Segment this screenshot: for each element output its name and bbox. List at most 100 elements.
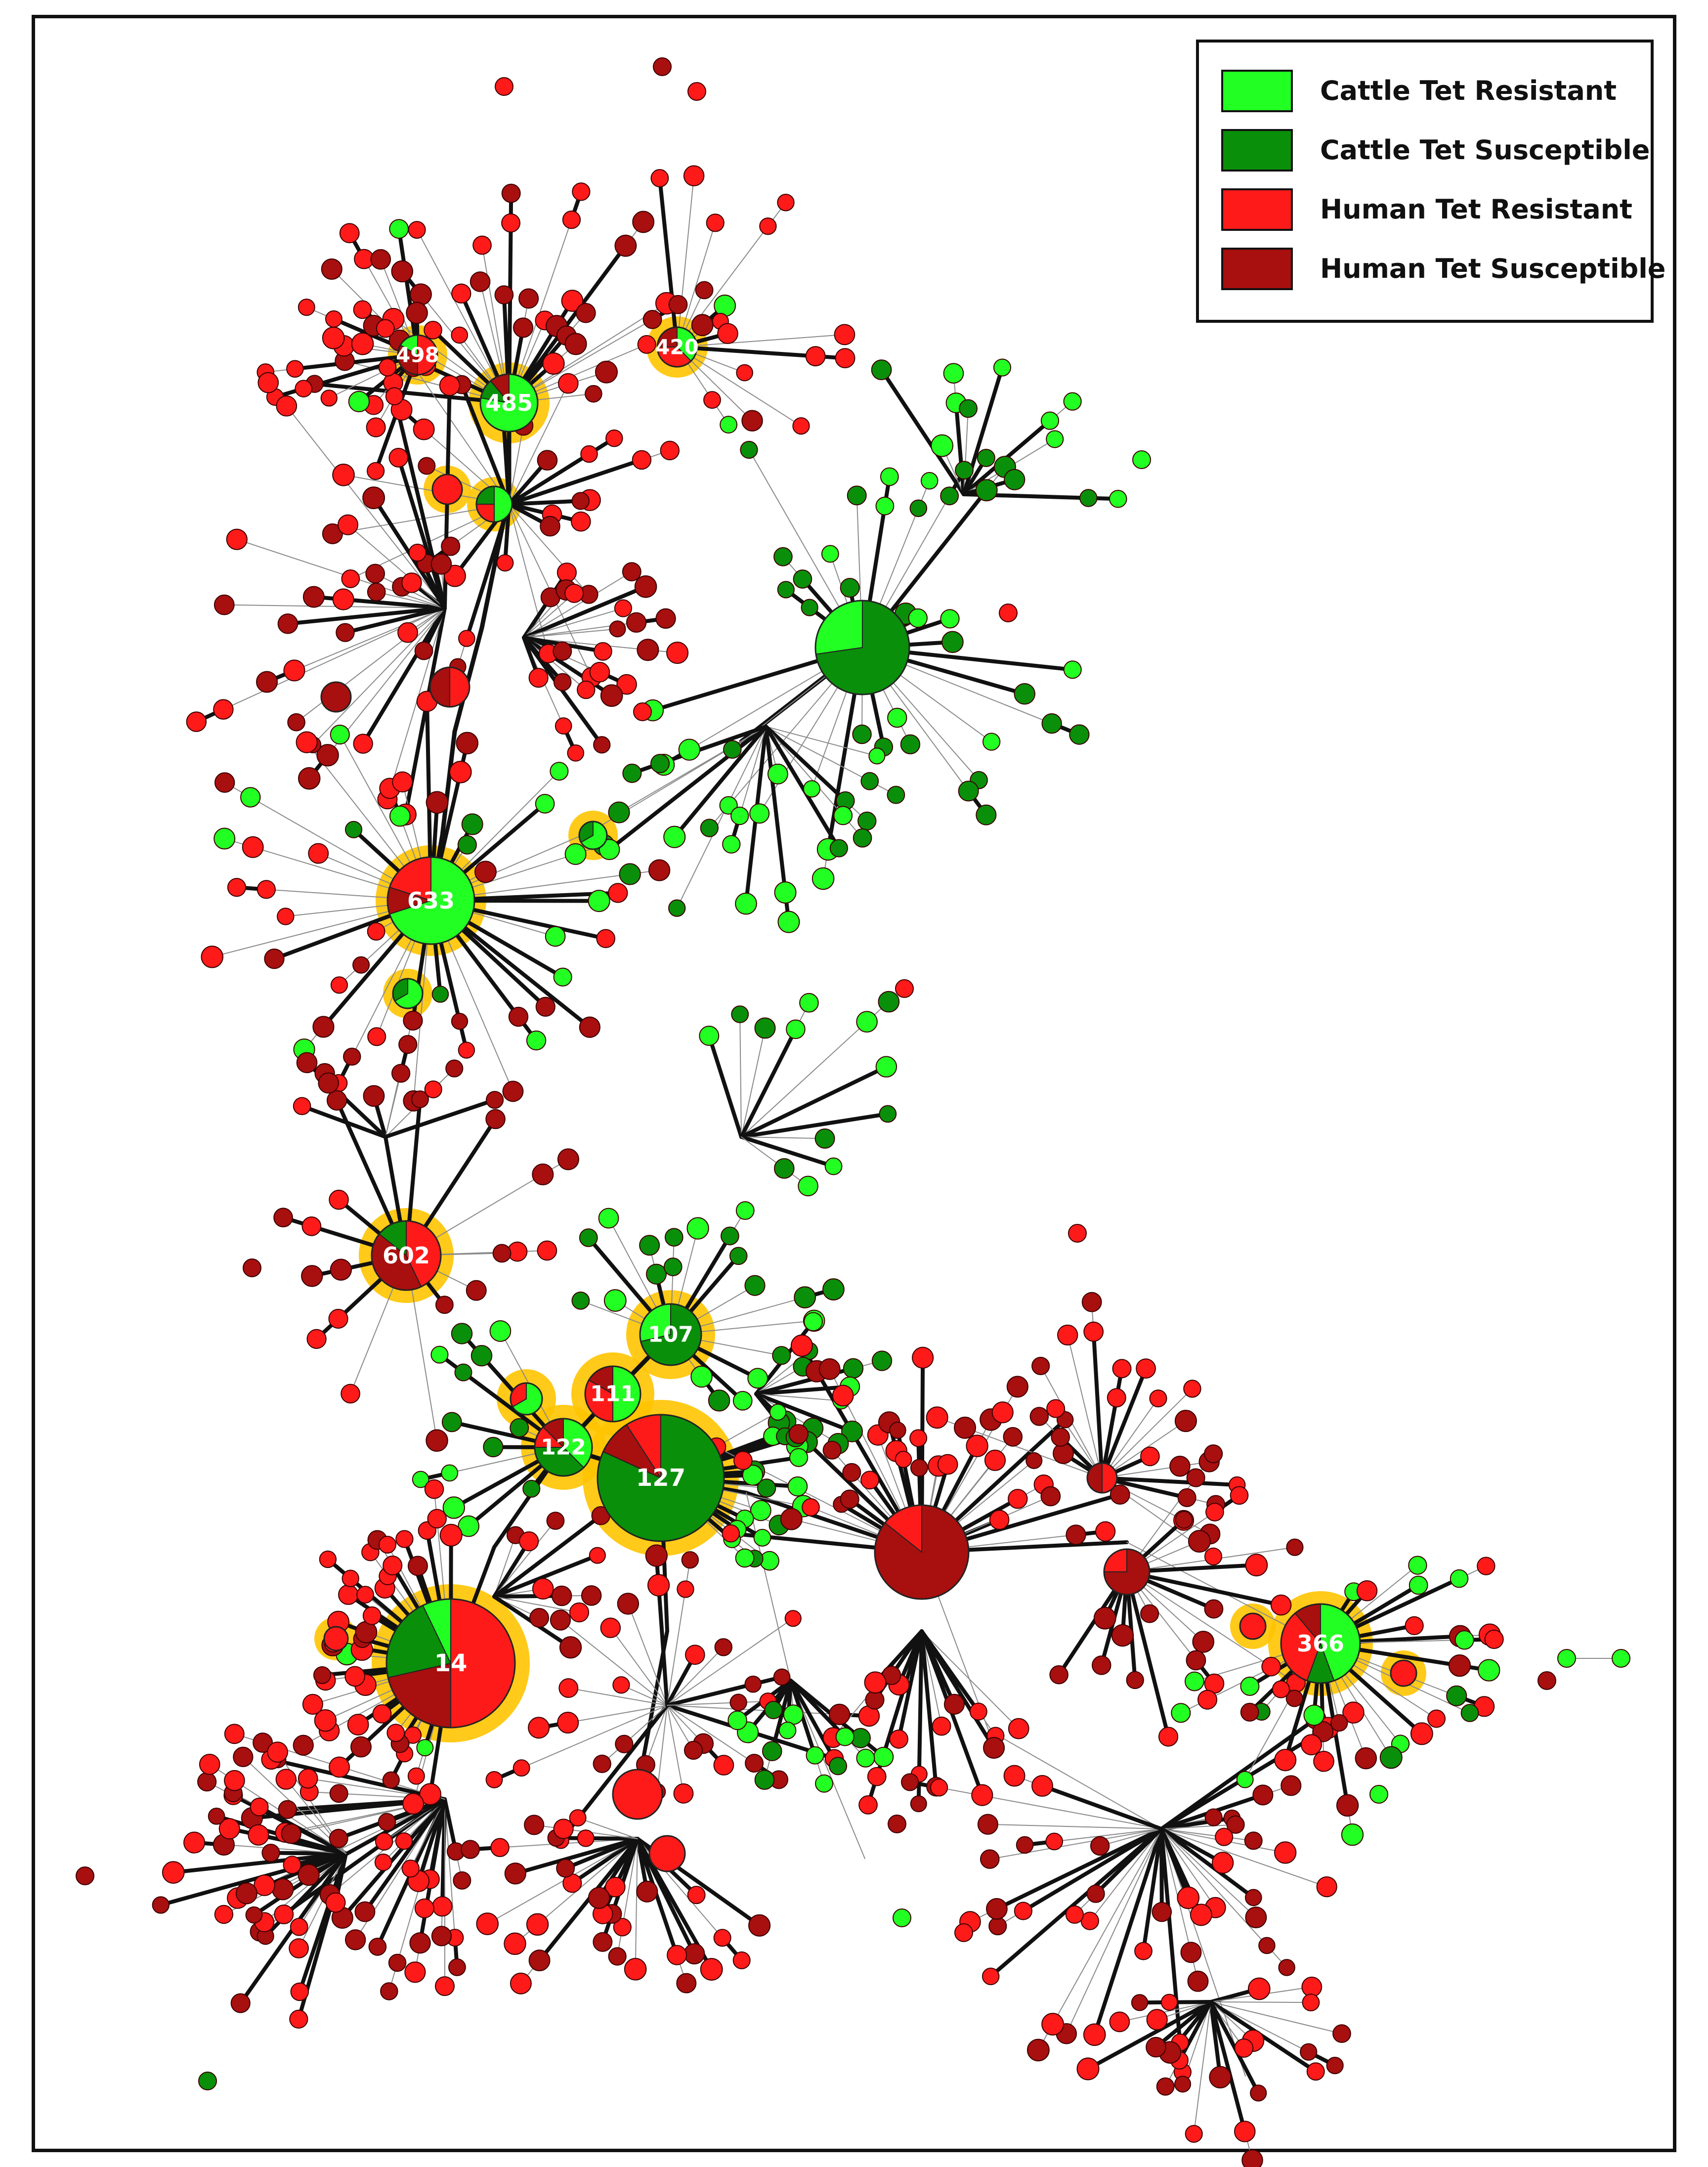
isolate-node: [762, 1741, 782, 1762]
cluster-node-outline: [510, 1382, 543, 1416]
isolate-node: [575, 303, 596, 323]
isolate-node: [1014, 683, 1035, 705]
isolate-node: [1183, 1380, 1201, 1398]
isolate-node: [605, 429, 623, 447]
isolate-node: [458, 1041, 475, 1059]
isolate-node: [653, 57, 672, 76]
isolate-node: [218, 1818, 240, 1840]
isolate-node: [553, 967, 572, 987]
legend-label: Human Tet Susceptible: [1320, 253, 1666, 284]
tree-edge: [764, 725, 848, 803]
isolate-node: [1240, 1676, 1260, 1696]
cluster-node-outline: [639, 1303, 702, 1366]
tree-edge: [312, 607, 445, 745]
isolate-node: [275, 1769, 297, 1790]
isolate-node: [666, 642, 689, 664]
tree-edge: [537, 1838, 638, 1925]
isolate-node: [319, 1550, 337, 1568]
isolate-node: [731, 1005, 749, 1023]
isolate-node: [1186, 1650, 1206, 1671]
isolate-node: [199, 1753, 220, 1775]
isolate-node: [298, 767, 321, 790]
isolate-node: [1306, 2062, 1325, 2081]
isolate-node: [1250, 2084, 1267, 2102]
isolate-node: [676, 1973, 697, 1994]
isolate-node: [1093, 1606, 1116, 1630]
isolate-node: [1014, 1902, 1032, 1920]
isolate-node: [889, 1730, 908, 1749]
isolate-node: [1140, 1604, 1159, 1623]
isolate-node: [1041, 713, 1062, 734]
isolate-node: [1316, 1876, 1337, 1898]
tree-edge: [677, 175, 695, 347]
isolate-node: [289, 1938, 309, 1958]
isolate-node: [1126, 1671, 1144, 1690]
isolate-node: [353, 734, 373, 754]
isolate-node: [664, 1228, 683, 1247]
isolate-node: [540, 516, 560, 537]
isolate-node: [441, 1464, 459, 1482]
isolate-node: [329, 1784, 348, 1803]
tree-edge: [741, 1136, 826, 1139]
isolate-node: [253, 1733, 273, 1753]
isolate-node: [298, 299, 315, 316]
isolate-node: [703, 391, 721, 409]
isolate-node: [528, 1717, 550, 1739]
tree-edge: [676, 726, 767, 909]
isolate-node: [535, 794, 555, 814]
isolate-node: [735, 1548, 755, 1568]
tree-edge: [1161, 1828, 1257, 1918]
isolate-node: [410, 283, 432, 305]
isolate-node: [556, 563, 577, 583]
isolate-node: [982, 733, 1001, 751]
isolate-node: [655, 608, 676, 629]
isolate-node: [431, 1926, 452, 1947]
tree-edge: [312, 382, 511, 405]
isolate-node: [352, 956, 370, 974]
isolate-node: [790, 1334, 813, 1357]
isolate-node: [526, 1913, 549, 1936]
tree-edge: [363, 1797, 447, 1914]
isolate-node: [634, 575, 657, 598]
isolate-node: [1177, 1886, 1200, 1909]
isolate-node: [367, 1027, 386, 1046]
isolate-node: [1063, 392, 1082, 411]
isolate-node: [445, 1059, 464, 1078]
isolate-node: [681, 1551, 699, 1569]
tree-edge: [667, 1618, 794, 1706]
isolate-node: [572, 182, 591, 201]
tree-edge: [522, 636, 604, 747]
tree-edge: [766, 726, 870, 782]
isolate-node: [593, 736, 611, 754]
isolate-node: [485, 1771, 503, 1788]
tree-edge: [376, 591, 445, 608]
isolate-node: [208, 1808, 225, 1825]
isolate-node: [532, 1578, 554, 1600]
tree-edge: [754, 1392, 854, 1433]
isolate-node: [940, 486, 959, 506]
cluster-node-outline: [612, 1769, 663, 1820]
isolate-node: [326, 1090, 347, 1111]
tree-edge: [413, 365, 510, 505]
isolate-node: [398, 1035, 418, 1054]
cluster-node-slice: [815, 600, 863, 655]
tree-edge: [171, 1852, 348, 1875]
isolate-node: [1057, 1324, 1078, 1346]
isolate-node: [852, 724, 872, 744]
isolate-node: [524, 1815, 545, 1835]
isolate-node: [512, 317, 534, 338]
isolate-node: [735, 892, 757, 915]
isolate-node: [622, 562, 641, 582]
tree-edge: [568, 1688, 668, 1706]
isolate-node: [729, 1247, 748, 1265]
tree-edge: [988, 1730, 1162, 1829]
isolate-node: [570, 511, 591, 532]
cluster-node-outline: [386, 856, 475, 945]
isolate-node: [510, 1972, 532, 1994]
isolate-node: [1111, 1624, 1134, 1647]
isolate-node: [388, 1953, 407, 1972]
isolate-node: [1027, 2038, 1050, 2062]
isolate-node: [1244, 1831, 1263, 1850]
cluster-node-outline: [656, 326, 698, 368]
isolate-node: [1134, 1942, 1153, 1960]
